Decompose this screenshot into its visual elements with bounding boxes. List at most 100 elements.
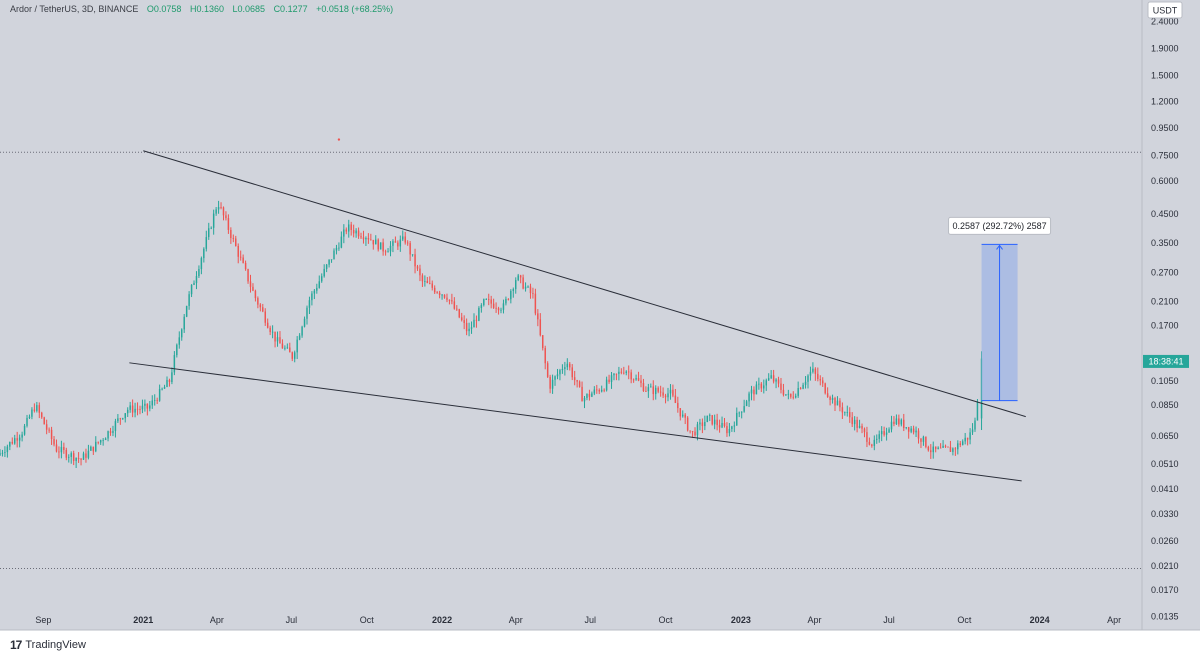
candle [571, 364, 573, 381]
candle-body [704, 422, 706, 427]
candle-body [141, 405, 144, 410]
candle-body [944, 445, 947, 447]
candle-body [4, 452, 6, 453]
candle-body [713, 419, 716, 425]
candle [343, 224, 345, 244]
candle [156, 397, 158, 405]
candle [947, 446, 949, 448]
candle [726, 422, 728, 437]
candle [765, 378, 767, 391]
candle-body [48, 429, 50, 431]
candle-body [696, 424, 699, 436]
candle [382, 238, 384, 256]
candle [85, 448, 87, 463]
candle [556, 368, 559, 380]
candle-body [497, 308, 500, 311]
candle-body [743, 406, 745, 412]
candle [966, 437, 969, 446]
candle [566, 358, 569, 371]
candle [82, 451, 85, 460]
candle-body [716, 419, 718, 426]
price-axis-panel[interactable] [1142, 0, 1200, 630]
candle-body [765, 380, 767, 386]
candle-body [836, 400, 839, 406]
candle-body [630, 372, 632, 380]
candle [370, 233, 372, 241]
candle-body [311, 293, 313, 301]
trendlines[interactable] [129, 150, 1026, 482]
candle [190, 284, 193, 298]
candle-body [647, 387, 650, 392]
candle-body [726, 426, 728, 434]
candle-body [834, 398, 836, 406]
close-value: C0.1277 [274, 4, 308, 14]
candle-body [193, 283, 195, 285]
candle [257, 296, 259, 309]
candle [934, 446, 937, 453]
candle-body [254, 290, 257, 299]
candle [183, 313, 185, 333]
candle-body [43, 417, 45, 425]
candle [954, 447, 957, 456]
candle [586, 393, 588, 401]
candle [684, 413, 686, 425]
candle [392, 239, 394, 253]
candle-body [885, 432, 888, 435]
tradingview-logo[interactable]: 17 TradingView [10, 638, 86, 652]
candle [0, 449, 1, 457]
candle [45, 419, 48, 435]
candle [72, 450, 75, 466]
candle-body [338, 247, 340, 249]
candle [16, 431, 18, 448]
candle-body [11, 441, 14, 444]
candle-body [252, 286, 254, 291]
candle-body [181, 329, 183, 338]
candle-body [770, 375, 772, 379]
candle [99, 439, 102, 445]
candle [247, 268, 249, 284]
candle-body [163, 386, 166, 389]
marker-dot [337, 138, 341, 141]
currency-label: USDT [1153, 6, 1178, 16]
candle [387, 248, 389, 253]
candle [269, 325, 271, 336]
candle [443, 294, 446, 299]
candle-body [279, 337, 281, 344]
candle-body [289, 347, 291, 353]
candle-body [323, 268, 325, 277]
candle [119, 417, 122, 425]
candle [230, 227, 232, 244]
candle-body [826, 393, 829, 398]
plot-background[interactable] [0, 0, 1142, 630]
candle-body [492, 303, 495, 308]
candle [458, 308, 460, 319]
candle-body [171, 372, 173, 383]
candle [470, 321, 473, 334]
candle-body [672, 389, 674, 396]
candle [95, 436, 97, 453]
candle [868, 437, 871, 446]
candle-body [284, 347, 286, 349]
candle [235, 235, 237, 247]
candle-body [490, 299, 492, 304]
candle-body [839, 400, 841, 408]
candle-body [748, 393, 750, 402]
candle [338, 242, 340, 251]
candle-body [301, 326, 303, 336]
candle [102, 438, 104, 446]
candle [416, 264, 419, 271]
candle-body [539, 319, 542, 336]
candle-body [82, 453, 85, 460]
candle-body [394, 241, 397, 243]
candle [758, 377, 760, 390]
candle-body [910, 428, 912, 432]
candle [367, 233, 370, 244]
candle [534, 288, 537, 316]
candle-body [831, 398, 834, 400]
time-tick-label: Oct [360, 615, 375, 625]
currency-button[interactable]: USDT [1147, 1, 1183, 19]
price-range-measure[interactable]: 0.2587 (292.72%) 2587 [948, 216, 1052, 402]
candle-body [659, 391, 662, 393]
candle-body [721, 422, 723, 428]
